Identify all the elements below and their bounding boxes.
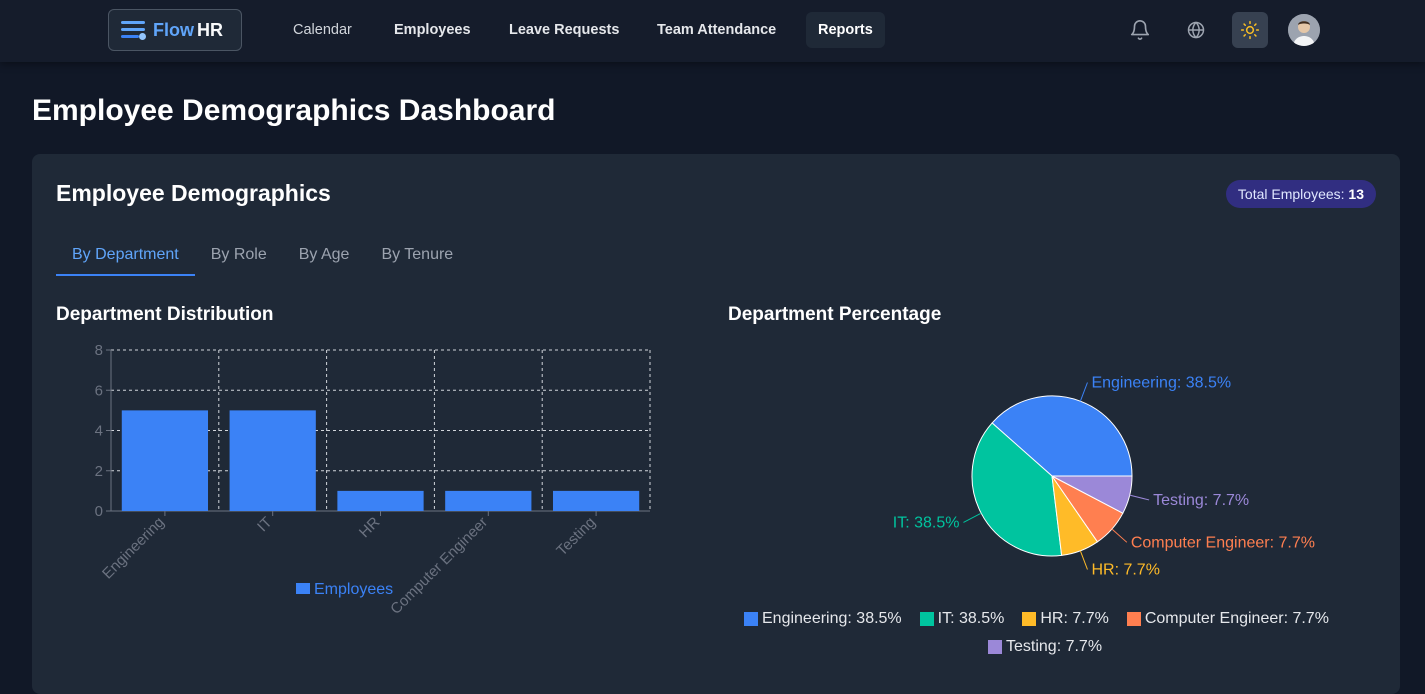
bar-it	[229, 410, 316, 511]
bar-testing	[552, 490, 640, 511]
pie-legend-item-it[interactable]: IT: 38.5%	[919, 610, 1005, 628]
tab-by-department[interactable]: By Department	[56, 238, 195, 276]
sun-icon	[1240, 20, 1260, 40]
tab-by-role[interactable]: By Role	[210, 246, 267, 263]
notifications-button[interactable]	[1122, 12, 1158, 48]
pie-legend-label: Engineering: 38.5%	[762, 610, 902, 627]
bar-computer-engineer	[445, 490, 532, 511]
pie-legend-item-hr[interactable]: HR: 7.7%	[1022, 610, 1109, 628]
card-title: Employee Demographics	[56, 180, 331, 206]
pie-legend-label: Testing: 7.7%	[1006, 638, 1103, 655]
bar-x-tick-label: Engineering	[99, 514, 168, 583]
total-employees-label: Total Employees:	[1237, 186, 1349, 202]
pie-label-line	[1079, 550, 1088, 570]
pie-slice-label: HR: 7.7%	[1091, 562, 1159, 579]
bar-x-tick-label: HR	[356, 514, 383, 541]
pie-slice-label: Engineering: 38.5%	[1091, 374, 1231, 391]
bar-engineering	[121, 410, 209, 511]
pie-legend-label: IT: 38.5%	[937, 610, 1005, 627]
nav-item-leave-requests[interactable]: Leave Requests	[509, 22, 620, 38]
nav-item-calendar[interactable]: Calendar	[293, 22, 352, 38]
user-avatar[interactable]	[1288, 14, 1320, 46]
bar-hr	[337, 490, 424, 511]
demographics-tabs: By Department By Role By Age By Tenure	[56, 238, 469, 276]
user-avatar-icon	[1288, 14, 1320, 46]
theme-toggle-button[interactable]	[1232, 12, 1268, 48]
bar-y-tick-label: 6	[95, 382, 103, 399]
pie-legend-swatch	[988, 640, 1002, 654]
tab-by-age[interactable]: By Age	[298, 246, 350, 263]
pie-legend-row-1: Engineering: 38.5% IT: 38.5% HR: 7.7% Compu…	[744, 610, 1347, 628]
pie-legend-item-computer-engineer[interactable]: Computer Engineer: 7.7%	[1126, 610, 1329, 628]
pie-legend-swatch	[1126, 612, 1141, 626]
pie-legend-label: HR: 7.7%	[1040, 610, 1109, 627]
bar-x-tick-label: Computer Engineer	[387, 514, 491, 618]
pie-label-line	[963, 512, 982, 523]
pie-legend-swatch	[919, 612, 934, 626]
department-pie-chart: Engineering: 38.5% IT: 38.5% HR: 7.7% Compu…	[893, 374, 1315, 579]
globe-icon	[1187, 21, 1205, 39]
pie-slice-label: Computer Engineer: 7.7%	[1131, 534, 1315, 551]
bar-y-tick-label: 2	[95, 463, 103, 480]
nav-item-team-attendance[interactable]: Team Attendance	[657, 22, 777, 38]
brand-name-flow: Flow	[153, 19, 194, 40]
pie-legend-swatch	[1022, 612, 1037, 626]
pie-legend-row-2: Testing: 7.7%	[988, 638, 1120, 656]
tab-by-tenure[interactable]: By Tenure	[381, 246, 454, 263]
pie-slice-testing	[1051, 475, 1133, 514]
bar-legend-swatch	[296, 583, 310, 594]
pie-legend-item-testing[interactable]: Testing: 7.7%	[988, 638, 1102, 656]
pie-label-line	[1111, 528, 1128, 543]
pie-chart-title: Department Percentage	[728, 304, 942, 325]
pie-legend-label: Computer Engineer: 7.7%	[1144, 610, 1329, 627]
total-employees-badge: Total Employees: 13	[1225, 180, 1376, 208]
demographics-card: Employee Demographics Total Employees: 1…	[32, 154, 1400, 694]
pie-slice-label: IT: 38.5%	[893, 514, 960, 531]
pie-slice-label: Testing: 7.7%	[1153, 492, 1249, 509]
bar-y-tick-label: 8	[95, 342, 103, 359]
pie-legend-item-engineering[interactable]: Engineering: 38.5%	[744, 610, 902, 628]
brand-logo-button[interactable]: Flow HR	[108, 9, 242, 51]
top-navbar: Flow HR Calendar Employees Leave Request…	[0, 0, 1425, 62]
page-title: Employee Demographics Dashboard	[32, 94, 556, 127]
brand-name-hr: HR	[197, 19, 223, 40]
bar-chart-title: Department Distribution	[56, 304, 274, 325]
bar-y-tick-label: 0	[95, 503, 103, 520]
nav-item-reports[interactable]: Reports	[806, 12, 885, 48]
pie-label-line	[1129, 494, 1150, 501]
bar-x-tick-label: Testing	[553, 514, 599, 560]
bell-icon	[1130, 20, 1150, 40]
menu-logo-icon	[121, 19, 147, 41]
nav-item-employees[interactable]: Employees	[394, 22, 471, 38]
bar-legend-label: Employees	[314, 581, 393, 598]
total-employees-value: 13	[1348, 186, 1364, 202]
pie-legend-swatch	[744, 612, 758, 626]
department-bar-chart: 0 2 4 6 8 Engineering IT HR Computer Engineer Tes…	[95, 342, 651, 618]
bar-x-tick-label: IT	[254, 514, 275, 535]
bar-y-tick-label: 4	[95, 423, 103, 440]
pie-label-line	[1079, 382, 1088, 402]
language-button[interactable]	[1178, 12, 1214, 48]
